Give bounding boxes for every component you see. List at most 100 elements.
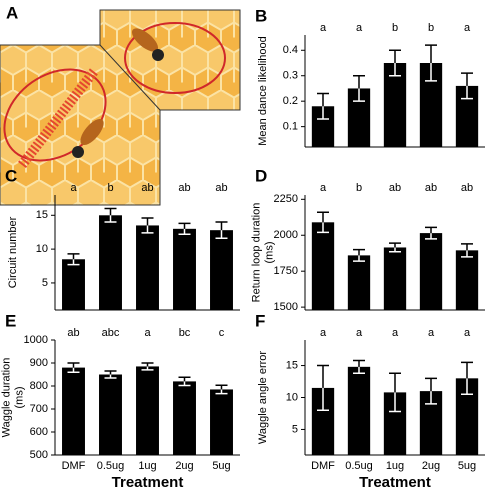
error-bar-lower — [425, 233, 437, 240]
error-bar-upper — [461, 72, 473, 86]
x-axis-label: Treatment — [112, 474, 184, 490]
bar — [311, 222, 335, 310]
bar — [347, 88, 371, 147]
error-bar-lower — [425, 391, 437, 405]
y-axis-label: (ms) — [13, 387, 25, 409]
significance-letter: a — [464, 327, 471, 339]
x-tick-label: 5ug — [212, 460, 230, 472]
error-bar-lower — [215, 230, 228, 240]
bar — [311, 106, 335, 147]
y-tick-label: 5 — [292, 423, 298, 435]
significance-letter: a — [356, 327, 363, 339]
significance-letter: a — [320, 22, 327, 34]
bar — [99, 374, 122, 455]
panel-a-illustration — [0, 9, 241, 206]
significance-letter: a — [428, 327, 435, 339]
bar — [136, 366, 159, 455]
error-bar-lower — [67, 367, 80, 373]
error-bar-lower — [178, 381, 191, 387]
error-bar-lower — [317, 106, 329, 120]
error-bar-upper — [215, 221, 228, 231]
error-bar-upper — [461, 243, 473, 251]
error-bar-lower — [461, 85, 473, 100]
error-bar-upper — [141, 362, 154, 367]
bar — [419, 63, 443, 147]
y-tick-label: 600 — [30, 426, 48, 438]
error-bar-upper — [104, 207, 117, 216]
panel-label: E — [5, 311, 16, 330]
bar — [419, 391, 443, 455]
x-tick-label: DMF — [62, 460, 86, 472]
y-axis-label: Circuit number — [7, 216, 19, 288]
error-bar-upper — [317, 364, 329, 388]
significance-letter: ab — [425, 182, 437, 194]
error-bar-lower — [104, 215, 117, 223]
error-bar-upper — [353, 74, 365, 89]
error-bar-lower — [425, 63, 437, 82]
y-axis-label: (ms) — [263, 242, 275, 264]
error-bar-lower — [389, 63, 401, 77]
error-bar-lower — [389, 392, 401, 413]
error-bar-upper — [461, 361, 473, 379]
y-tick-label: 0.3 — [283, 70, 298, 82]
x-tick-label: 2ug — [422, 460, 440, 472]
error-bar-lower — [317, 387, 329, 412]
error-bar-lower — [353, 88, 365, 102]
y-tick-label: 15 — [286, 359, 298, 371]
significance-letter: ab — [141, 182, 153, 194]
error-bar-upper — [67, 253, 80, 260]
y-axis-label: Waggle duration — [0, 358, 12, 438]
error-bar-upper — [389, 242, 401, 248]
y-tick-label: 10 — [36, 243, 48, 255]
error-bar-lower — [215, 389, 228, 395]
y-tick-label: 1500 — [274, 301, 298, 313]
error-bar-upper — [178, 222, 191, 229]
error-bar-upper — [141, 217, 154, 226]
bar — [136, 225, 159, 310]
significance-letter: abc — [102, 327, 120, 339]
y-tick-label: 0.2 — [283, 95, 298, 107]
error-bar-upper — [353, 359, 365, 367]
y-axis-label: Waggle angle error — [257, 351, 269, 444]
panel-label: D — [255, 166, 267, 185]
bar — [62, 259, 85, 310]
significance-letter: ab — [178, 182, 190, 194]
bar — [419, 233, 443, 310]
y-tick-label: 1000 — [24, 334, 48, 346]
significance-letter: a — [320, 182, 327, 194]
significance-letter: b — [392, 22, 398, 34]
panel-label: F — [255, 311, 265, 330]
significance-letter: ab — [389, 182, 401, 194]
bar — [62, 367, 85, 455]
y-tick-label: 2250 — [274, 193, 298, 205]
y-tick-label: 0.4 — [283, 44, 298, 56]
error-bar-lower — [461, 250, 473, 258]
y-tick-label: 1750 — [274, 265, 298, 277]
bar — [210, 389, 233, 455]
x-tick-label: DMF — [311, 460, 335, 472]
bar — [383, 247, 407, 310]
bar — [311, 387, 335, 455]
significance-letter: b — [356, 182, 362, 194]
error-bar-lower — [178, 228, 191, 235]
y-tick-label: 500 — [30, 449, 48, 461]
error-bar-upper — [178, 376, 191, 382]
significance-letter: a — [320, 327, 327, 339]
y-tick-label: 10 — [286, 391, 298, 403]
panel-label: C — [5, 166, 17, 185]
x-tick-label: 0.5ug — [345, 460, 373, 472]
error-bar-upper — [389, 372, 401, 393]
significance-letter: a — [464, 22, 471, 34]
bar — [99, 215, 122, 310]
error-bar-upper — [353, 248, 365, 256]
error-bar-upper — [317, 211, 329, 223]
significance-letter: bc — [179, 327, 191, 339]
y-axis-label: Mean dance likelihood — [257, 36, 269, 145]
significance-letter: a — [356, 22, 363, 34]
x-tick-label: 2ug — [175, 460, 193, 472]
panel-label: B — [255, 6, 267, 25]
y-tick-label: 800 — [30, 380, 48, 392]
significance-letter: b — [428, 22, 434, 34]
